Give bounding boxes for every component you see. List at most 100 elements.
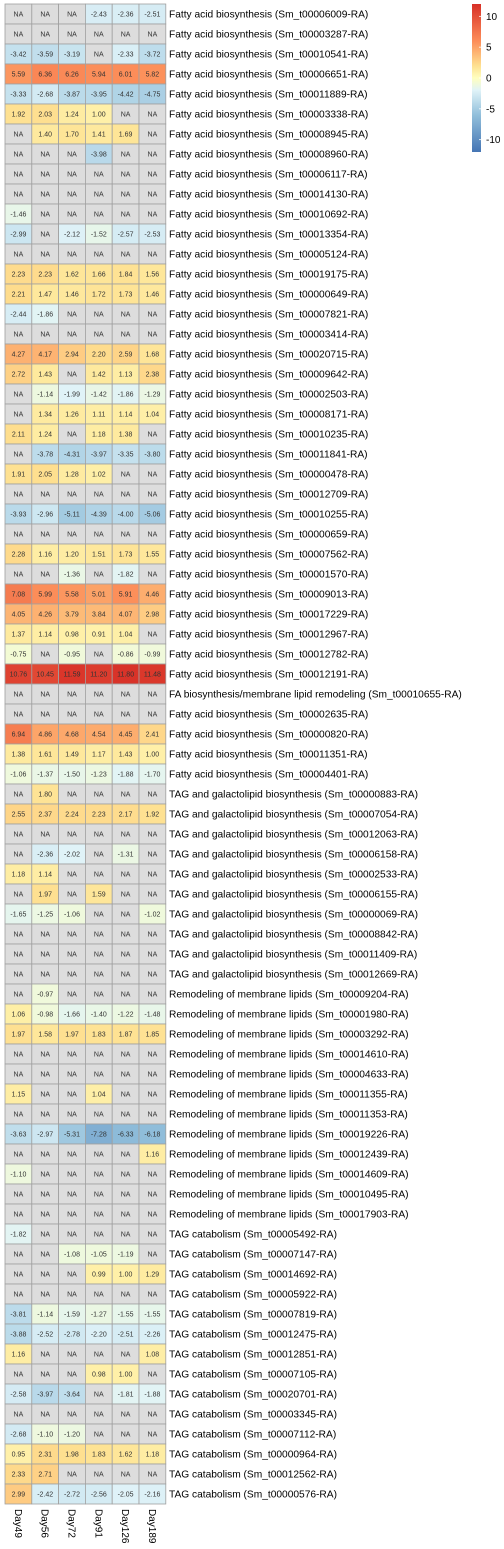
cell-value-label: NA bbox=[94, 652, 104, 659]
cell-value-label: NA bbox=[40, 972, 50, 979]
cell-value-label: NA bbox=[148, 932, 158, 939]
cell-value-label: NA bbox=[94, 1192, 104, 1199]
cell-value-label: NA bbox=[148, 472, 158, 479]
cell-value-label: -3.81 bbox=[10, 1312, 26, 1319]
cell-value-label: NA bbox=[67, 1152, 77, 1159]
cell-value-label: 1.17 bbox=[92, 752, 106, 759]
cell-value-label: 1.04 bbox=[92, 1092, 106, 1099]
cell-value-label: 1.18 bbox=[146, 1452, 160, 1459]
cell-value-label: 7.08 bbox=[12, 592, 26, 599]
cell-value-label: NA bbox=[94, 492, 104, 499]
cell-value-label: NA bbox=[121, 1412, 131, 1419]
row-label: FA biosynthesis/membrane lipid remodelin… bbox=[169, 690, 462, 701]
cell-value-label: -1.55 bbox=[144, 1312, 160, 1319]
cell-value-label: -3.19 bbox=[64, 52, 80, 59]
row-label: Remodeling of membrane lipids (Sm_t00012… bbox=[169, 1150, 409, 1161]
row-label: TAG and galactolipid biosynthesis (Sm_t0… bbox=[169, 930, 418, 941]
row-label: Fatty acid biosynthesis (Sm_t00006651-RA… bbox=[169, 70, 368, 81]
cell-value-label: NA bbox=[14, 992, 24, 999]
cell-value-label: NA bbox=[148, 1232, 158, 1239]
cell-value-label: -0.95 bbox=[64, 652, 80, 659]
cell-value-label: NA bbox=[94, 972, 104, 979]
cell-value-label: 4.86 bbox=[38, 732, 52, 739]
row-label: TAG catabolism (Sm_t00014692-RA) bbox=[169, 1270, 337, 1281]
cell-value-label: NA bbox=[40, 1052, 50, 1059]
cell-value-label: NA bbox=[148, 1372, 158, 1379]
cell-value-label: NA bbox=[40, 12, 50, 19]
cell-value-label: NA bbox=[94, 1152, 104, 1159]
cell-value-label: NA bbox=[67, 972, 77, 979]
cell-value-label: NA bbox=[121, 1112, 131, 1119]
cell-value-label: 0.98 bbox=[92, 1372, 106, 1379]
cell-value-label: 5.58 bbox=[65, 592, 79, 599]
cell-value-label: -2.36 bbox=[118, 12, 134, 19]
cell-value-label: NA bbox=[94, 1112, 104, 1119]
cell-value-label: NA bbox=[121, 1192, 131, 1199]
row-label: Fatty acid biosynthesis (Sm_t00001570-RA… bbox=[169, 570, 368, 581]
cell-value-label: 4.27 bbox=[12, 352, 26, 359]
cell-value-label: 2.05 bbox=[38, 472, 52, 479]
cell-value-label: 1.46 bbox=[65, 292, 79, 299]
row-label: Fatty acid biosynthesis (Sm_t00011889-RA… bbox=[169, 90, 368, 101]
cell-value-label: 2.41 bbox=[146, 732, 160, 739]
cell-value-label: NA bbox=[121, 1292, 131, 1299]
cell-value-label: NA bbox=[148, 192, 158, 199]
cell-value-label: NA bbox=[67, 1092, 77, 1099]
cell-value-label: NA bbox=[94, 332, 104, 339]
cell-value-label: NA bbox=[14, 152, 24, 159]
row-label: TAG catabolism (Sm_t00000964-RA) bbox=[169, 1450, 337, 1461]
cell-value-label: 5.94 bbox=[92, 72, 106, 79]
cell-value-label: 1.46 bbox=[146, 292, 160, 299]
cell-value-label: NA bbox=[40, 532, 50, 539]
cell-value-label: NA bbox=[121, 252, 131, 259]
cell-value-label: NA bbox=[67, 492, 77, 499]
cell-value-label: -1.37 bbox=[37, 772, 53, 779]
cell-value-label: -1.25 bbox=[37, 912, 53, 919]
cell-value-label: NA bbox=[121, 832, 131, 839]
cell-value-label: NA bbox=[94, 1172, 104, 1179]
cell-value-label: -2.02 bbox=[64, 852, 80, 859]
cell-value-label: NA bbox=[121, 212, 131, 219]
cell-value-label: NA bbox=[148, 792, 158, 799]
cell-value-label: NA bbox=[94, 52, 104, 59]
cell-value-label: -2.56 bbox=[91, 1492, 107, 1499]
row-label: Fatty acid biosynthesis (Sm_t00012967-RA… bbox=[169, 630, 368, 641]
cell-value-label: -1.59 bbox=[64, 1312, 80, 1319]
cell-value-label: 1.14 bbox=[38, 632, 52, 639]
cell-value-label: 0.98 bbox=[65, 632, 79, 639]
row-label: Fatty acid biosynthesis (Sm_t00010692-RA… bbox=[169, 210, 368, 221]
cell-value-label: NA bbox=[14, 1152, 24, 1159]
cell-value-label: NA bbox=[14, 12, 24, 19]
cell-value-label: 1.28 bbox=[65, 472, 79, 479]
cell-value-label: 1.92 bbox=[146, 812, 160, 819]
cell-value-label: 4.45 bbox=[119, 732, 133, 739]
cell-value-label: NA bbox=[148, 992, 158, 999]
cell-value-label: -5.06 bbox=[144, 512, 160, 519]
cell-value-label: NA bbox=[94, 1472, 104, 1479]
cell-value-label: NA bbox=[148, 1212, 158, 1219]
cell-value-label: NA bbox=[148, 252, 158, 259]
cell-value-label: NA bbox=[67, 1372, 77, 1379]
cell-value-label: NA bbox=[67, 312, 77, 319]
cell-value-label: -3.35 bbox=[118, 452, 134, 459]
cell-value-label: 6.01 bbox=[119, 72, 133, 79]
cell-value-label: NA bbox=[40, 1272, 50, 1279]
cell-value-label: 1.16 bbox=[12, 1352, 26, 1359]
row-label: Fatty acid biosynthesis (Sm_t00000649-RA… bbox=[169, 290, 368, 301]
cell-value-label: NA bbox=[121, 1092, 131, 1099]
cell-value-label: NA bbox=[121, 912, 131, 919]
cell-value-label: -7.28 bbox=[91, 1132, 107, 1139]
cell-value-label: NA bbox=[14, 692, 24, 699]
cell-value-label: -1.36 bbox=[64, 572, 80, 579]
cell-value-label: NA bbox=[148, 492, 158, 499]
legend-tick-label: 0 bbox=[486, 74, 492, 85]
cell-value-label: -2.99 bbox=[10, 232, 26, 239]
cell-value-label: 1.24 bbox=[65, 112, 79, 119]
legend-tick-label: -5 bbox=[486, 104, 495, 115]
cell-value-label: NA bbox=[94, 912, 104, 919]
cell-value-label: NA bbox=[148, 832, 158, 839]
row-label: Fatty acid biosynthesis (Sm_t00011841-RA… bbox=[169, 450, 368, 461]
cell-value-label: NA bbox=[148, 1192, 158, 1199]
row-label: Fatty acid biosynthesis (Sm_t00006009-RA… bbox=[169, 10, 368, 21]
cell-value-label: -3.33 bbox=[10, 92, 26, 99]
